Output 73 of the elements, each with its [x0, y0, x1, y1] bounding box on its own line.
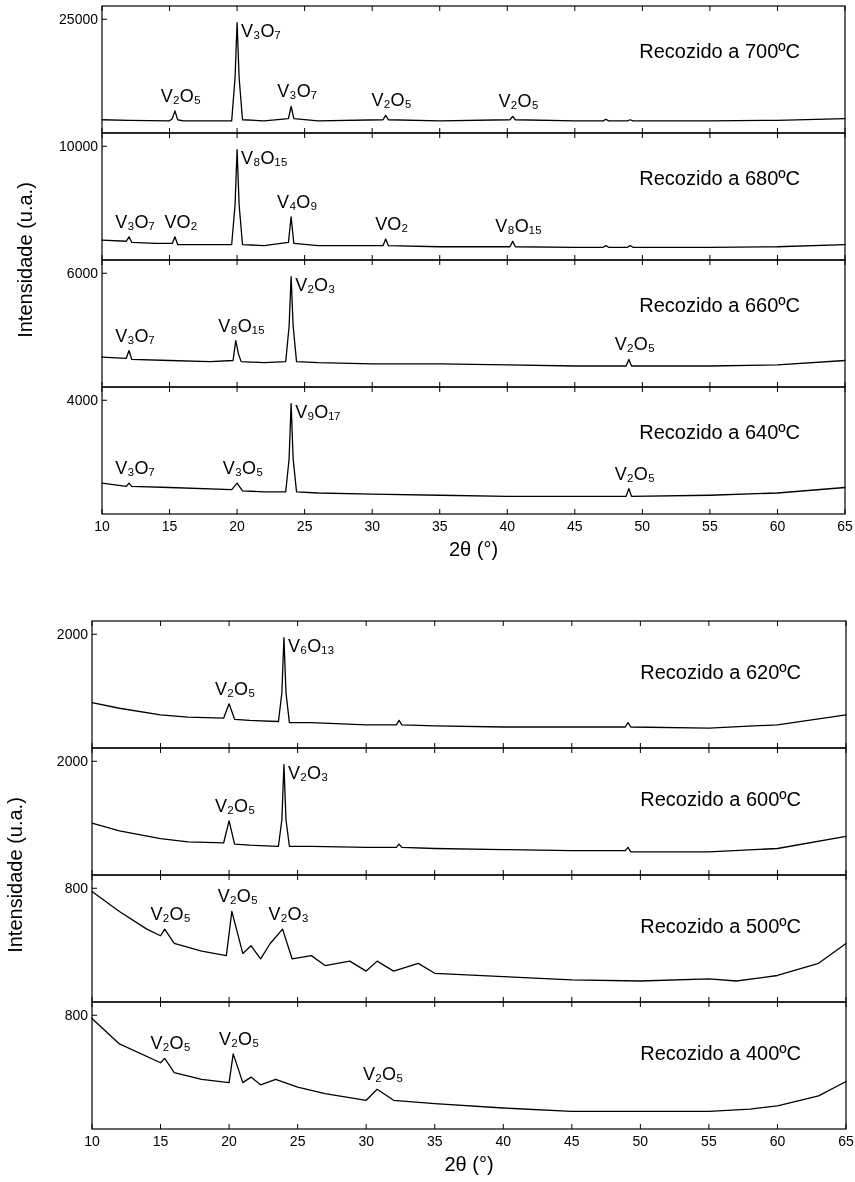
text: Recozido a 660ºC [639, 294, 800, 316]
x-tick-label: 20 [221, 1133, 238, 1149]
text: Recozido a 680ºC [639, 167, 800, 189]
annotation: V₃O₇ [115, 458, 155, 479]
annotation: V₂O₃ [287, 762, 329, 783]
text: Recozido a 700ºC [639, 40, 800, 62]
y-axis-title: Intensidade (u.a.) [4, 797, 26, 953]
annotation: V₃O₅ [222, 458, 264, 479]
annotation: V₈O₁₅ [241, 147, 288, 168]
annotation: VO₂ [375, 214, 409, 235]
annotation: V₂O₅ [614, 334, 655, 355]
text: Recozido a 620ºC [640, 661, 801, 683]
x-tick-label: 35 [426, 1133, 443, 1149]
x-tick-label: 10 [94, 518, 110, 534]
annotation: V₂O₅ [214, 795, 256, 816]
x-tick-label: 50 [632, 1133, 649, 1149]
x-tick-label: 15 [161, 518, 178, 534]
y-axis-title: Intensidade (u.a.) [14, 182, 36, 338]
text: 4000 [66, 392, 99, 409]
annotation: V₃O₇ [115, 325, 155, 346]
x-tick-label: 20 [229, 518, 246, 534]
text: 800 [64, 1007, 89, 1024]
text: 25000 [59, 11, 99, 28]
x-tick-label: 65 [837, 518, 853, 534]
annotation: V₂O₅ [214, 678, 256, 699]
x-tick-label: 60 [769, 518, 786, 534]
x-tick-label: 40 [499, 518, 516, 534]
x-tick-label: 55 [702, 518, 718, 534]
annotation: V₂O₅ [217, 886, 258, 907]
text: 2000 [56, 753, 89, 770]
annotation: V₂O₅ [614, 463, 655, 484]
x-tick-label: 40 [495, 1133, 512, 1149]
x-axis-title: 2θ (°) [444, 1153, 494, 1175]
annotation: V₂O₅ [371, 90, 412, 111]
annotation: V₂O₅ [160, 85, 202, 106]
text: 800 [64, 880, 89, 897]
annotation: V₉O₁₇ [295, 401, 341, 422]
text: 6000 [66, 265, 99, 282]
annotation: V₂O₅ [498, 91, 539, 112]
x-tick-label: 60 [769, 1133, 786, 1149]
x-tick-label: 15 [152, 1133, 169, 1149]
annotation: V₂O₅ [150, 1033, 191, 1054]
annotation: V₃O₇ [241, 20, 281, 41]
annotation: V₂O₃ [268, 904, 309, 925]
x-tick-label: 25 [296, 518, 313, 534]
x-axis-title: 2θ (°) [448, 538, 499, 560]
x-tick-label: 35 [431, 518, 448, 534]
x-tick-label: 45 [567, 518, 583, 534]
annotation: V₂O₅ [150, 904, 191, 925]
annotation: V₄O₉ [276, 191, 318, 212]
annotation: V₃O₇ [277, 81, 317, 102]
annotation: V₃O₇ [115, 211, 155, 232]
text: Recozido a 600ºC [640, 788, 801, 810]
x-tick-label: 50 [634, 518, 651, 534]
x-tick-label: 25 [289, 1133, 306, 1149]
annotation: V₂O₅ [219, 1028, 260, 1049]
annotation: VO₂ [164, 211, 198, 232]
text: 10000 [59, 138, 99, 155]
x-tick-label: 10 [84, 1133, 100, 1149]
annotation: V₂O₅ [363, 1064, 404, 1085]
x-tick-label: 30 [358, 1133, 375, 1149]
x-tick-label: 65 [838, 1133, 854, 1149]
text: Recozido a 500ºC [640, 915, 801, 937]
annotation: V₈O₁₅ [218, 315, 266, 336]
text: Recozido a 400ºC [640, 1042, 801, 1064]
text: Recozido a 640ºC [639, 421, 800, 443]
annotation: V₂O₃ [295, 274, 336, 295]
x-tick-label: 45 [564, 1133, 580, 1149]
annotation: V₆O₁₃ [287, 635, 335, 656]
text: 2000 [56, 626, 89, 643]
x-tick-label: 30 [364, 518, 381, 534]
x-tick-label: 55 [701, 1133, 717, 1149]
annotation: V₈O₁₅ [495, 216, 543, 237]
